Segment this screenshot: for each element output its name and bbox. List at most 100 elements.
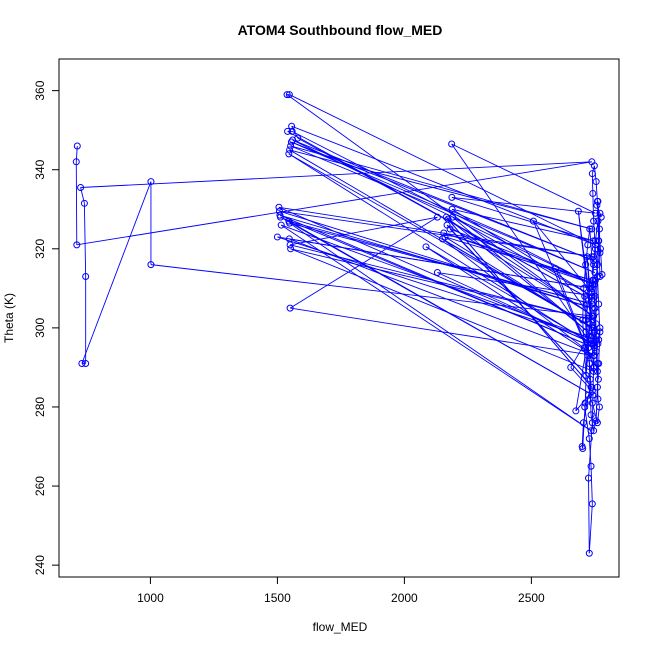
data-point <box>584 241 592 249</box>
data-point <box>529 217 537 225</box>
y-axis-title: Theta (K) <box>2 293 16 343</box>
data-point <box>593 261 601 269</box>
series-line-segment <box>600 248 603 275</box>
data-point <box>147 178 155 186</box>
series-line-segment <box>591 367 595 423</box>
y-tick-label: 240 <box>33 555 47 575</box>
series-line-segment <box>583 347 587 376</box>
data-point <box>442 213 450 221</box>
series-line-segment <box>289 216 438 309</box>
series-line-segment <box>289 238 595 356</box>
data-point <box>73 142 81 150</box>
data-point <box>596 272 604 280</box>
series-line-segment <box>588 503 593 554</box>
data-point <box>586 375 594 383</box>
data-point <box>588 399 596 407</box>
series-line-segment <box>452 216 594 337</box>
data-point <box>286 146 294 154</box>
data-point <box>72 158 80 166</box>
data-point <box>593 383 601 391</box>
series-line-segment <box>598 240 601 277</box>
series-line-segment <box>425 246 594 345</box>
data-point <box>598 271 606 279</box>
series-line-segment <box>277 236 596 341</box>
data-point <box>591 304 599 312</box>
series-line-segment <box>451 196 594 242</box>
data-point <box>73 241 81 249</box>
data-point <box>590 340 598 348</box>
data-point <box>585 391 593 399</box>
data-point <box>595 336 603 344</box>
series-line-segment <box>444 236 593 329</box>
data-point <box>589 276 597 284</box>
data-point <box>590 363 598 371</box>
data-point <box>588 292 596 300</box>
series-line-segment <box>591 256 594 281</box>
data-point <box>579 316 587 324</box>
data-point <box>78 359 86 367</box>
data-point <box>594 375 602 383</box>
data-point <box>285 91 293 99</box>
data-point <box>588 225 596 233</box>
data-point <box>591 209 599 217</box>
data-point <box>582 316 590 324</box>
data-point <box>586 320 594 328</box>
data-point <box>589 391 597 399</box>
data-point <box>448 140 456 148</box>
data-point <box>591 245 599 253</box>
series-line-segment <box>442 238 594 356</box>
data-point <box>579 419 587 427</box>
data-point <box>579 444 587 452</box>
series-line-segment <box>76 161 592 246</box>
data-point <box>591 276 599 284</box>
data-point <box>586 225 594 233</box>
data-point <box>287 245 295 253</box>
x-axis-title: flow_MED <box>313 620 368 634</box>
data-point <box>583 300 591 308</box>
series-line-segment <box>281 224 596 341</box>
series-line-segment <box>150 264 593 317</box>
data-point <box>285 150 293 158</box>
series-line-segment <box>83 203 87 277</box>
series-line-segment <box>289 94 596 246</box>
data-point <box>273 233 281 241</box>
data-point <box>585 359 593 367</box>
series-line-segment <box>289 238 593 289</box>
data-point <box>580 284 588 292</box>
series-line-segment <box>452 208 594 242</box>
series-line-segment <box>288 153 592 345</box>
data-point <box>592 348 600 356</box>
data-point <box>593 197 601 205</box>
data-point <box>588 304 596 312</box>
data-point <box>588 312 596 320</box>
series-line-segment <box>291 130 594 285</box>
data-point <box>590 162 598 170</box>
data-point <box>552 265 560 273</box>
series-line-segment <box>290 145 596 273</box>
series-line-segment <box>279 210 594 258</box>
series-line-segment <box>591 165 595 174</box>
series-line-segment <box>598 304 601 332</box>
data-point <box>583 336 591 344</box>
x-tick-label: 1500 <box>264 591 291 605</box>
data-point <box>422 243 430 251</box>
series-line-segment <box>451 196 596 214</box>
data-point <box>77 184 85 192</box>
series-line-segment <box>280 224 592 432</box>
data-point <box>587 427 595 435</box>
series-line-segment <box>592 193 595 222</box>
series-points <box>72 91 606 557</box>
data-point <box>587 462 595 470</box>
data-point <box>582 328 590 336</box>
data-point <box>593 367 601 375</box>
data-point <box>592 417 600 425</box>
series-line-segment <box>279 210 593 309</box>
series-line-segment <box>75 161 78 245</box>
series-line-segment <box>596 276 600 305</box>
data-point <box>590 280 598 288</box>
data-point <box>596 245 604 253</box>
data-point <box>283 91 291 99</box>
x-axis: 1000 1500 2000 2500 <box>137 576 545 605</box>
data-point <box>590 261 598 269</box>
y-tick-label: 360 <box>33 80 47 100</box>
